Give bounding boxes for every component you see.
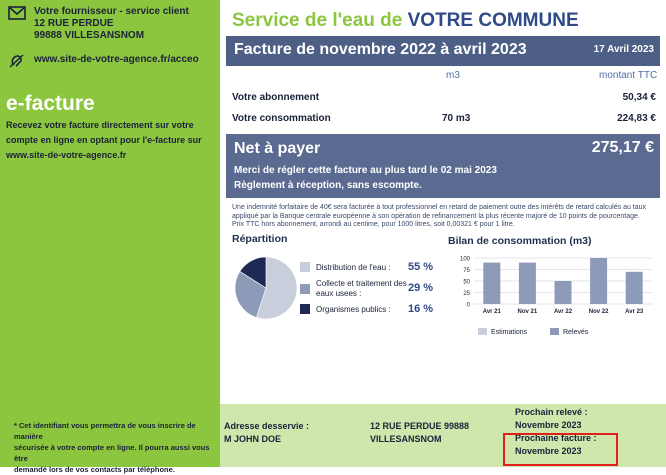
next-schedule: Prochain relevé : Novembre 2023 Prochain… [515,406,597,458]
efacture-line: compte en ligne en optant pour l'e-factu… [6,135,202,145]
website-row: www.site-de-votre-agence.fr/acceo [8,54,199,68]
efacture-text: Recevez votre facture directement sur vo… [6,118,214,163]
y-tick-label: 75 [463,268,470,274]
repartition-title: Répartition [232,233,288,245]
repartition-item: Distribution de l'eau : [300,262,390,272]
address-line: VILLESANSNOM [370,434,442,444]
y-tick-label: 50 [463,280,470,286]
next-invoice-highlight-box [503,433,618,466]
contact-block: Votre fournisseur - service client 12 RU… [8,6,189,42]
y-tick-label: 0 [467,303,471,309]
net-label: Net à payer [234,140,321,157]
consumption-chart-title: Bilan de consommation (m3) [448,235,592,247]
efacture-title: e-facture [6,92,95,115]
repartition-pct: 16 % [408,303,434,315]
y-tick-label: 100 [460,257,471,263]
service-prefix: Service de l'eau de [232,10,408,31]
legal-notice: Une indemnité forfaitaire de 40€ sera fa… [232,204,658,230]
repartition-label: Distribution de l'eau : [316,262,391,272]
service-title: Service de l'eau de VOTRE COMMUNE [232,10,579,32]
row-label: Votre abonnement [232,92,320,103]
x-tick-label: Avr 22 [554,309,573,315]
repartition-pct: 29 % [408,282,434,294]
bottom-info-band: Adresse desservie : M JOHN DOE 12 RUE PE… [220,404,666,467]
service-commune: VOTRE COMMUNE [407,10,579,31]
efacture-line: Recevez votre facture directement sur vo… [6,120,194,130]
invoice-title: Facture de novembre 2022 à avril 2023 [234,41,527,58]
next-reading-label: Prochain relevé : [515,407,588,417]
repartition-label: eaux usees : [316,289,362,298]
bar [554,281,572,304]
address-line: 12 RUE PERDUE 99888 [370,421,470,431]
x-tick-label: Avr 23 [625,309,644,315]
pie-slice [234,270,267,318]
footnote-line: sécurisée à votre compte en ligne. Il po… [14,443,210,463]
net-amount: 275,17 € [591,139,654,156]
legend-label: Relevés [563,329,589,336]
next-reading-value: Novembre 2023 [515,420,582,430]
contact-city: 99888 VILLESANSNOM [34,30,145,41]
footnote-line: * Cet identifiant vous permettra de vous… [14,421,196,441]
legal-line: Une indemnité forfaitaire de 40€ sera fa… [232,204,647,211]
website-link[interactable]: www.site-de-votre-agence.fr/acceo [34,54,199,65]
pie-slice [239,256,267,289]
x-tick-label: Avr 21 [483,309,502,315]
bar [518,262,536,304]
service-address-lines: 12 RUE PERDUE 99888 VILLESANSNOM [370,420,469,446]
repartition-label: Collecte et traitement des [316,279,407,288]
legend-swatch [300,304,310,314]
x-tick-label: Nov 22 [589,309,609,315]
row-label: Votre consommation [232,113,331,124]
repartition-pct: 55 % [408,261,434,273]
legal-line: appliqué par la Banque centrale européen… [232,212,640,220]
invoice-date: 17 Avril 2023 [593,44,654,55]
legend-swatch [478,328,487,335]
contact-street: 12 RUE PERDUE [34,18,114,29]
customer-name: M JOHN DOE [224,434,282,444]
bar [625,271,643,304]
left-panel: Votre fournisseur - service client 12 RU… [0,0,220,474]
legend-swatch [300,284,310,294]
legend-label: Estimations [491,329,528,336]
table-row: Votre consommation 70 m3 224,83 € [232,113,656,127]
row-volume: 70 m3 [442,113,471,124]
y-tick-label: 25 [463,291,470,297]
service-address: Adresse desservie : M JOHN DOE [224,420,309,446]
table-row: Votre abonnement 50,34 € [232,92,656,106]
row-amount: 50,34 € [622,92,656,103]
legal-line: Prix TTC hors abonnement, arrondi au cen… [232,221,515,228]
next-invoice-value: Novembre 2023 [515,446,582,456]
repartition-label: Organismes publics : [316,304,391,314]
legend-swatch [550,328,559,335]
net-to-pay-box: Net à payer 275,17 € Merci de régler cet… [226,134,660,198]
payment-terms: Règlement à réception, sans escompte. [234,180,422,191]
contact-title: Votre fournisseur - service client [34,6,189,17]
address-label: Adresse desservie : [224,421,310,431]
repartition-pie-chart [234,256,298,320]
due-date-message: Merci de régler cette facture au plus ta… [234,165,497,176]
bar [483,262,501,304]
hearing-assist-icon [9,54,24,68]
invoice-header: Facture de novembre 2022 à avril 2023 17… [226,36,660,66]
col-amount-header: montant TTC [599,70,658,81]
repartition-item: Organismes publics : [300,304,391,314]
consumption-bar-chart: 0 25 50 75 100 Avr 21 Nov 21 Avr 22 Nov 22 Avr 23… [460,257,652,336]
x-tick-label: Nov 21 [518,309,538,315]
bar [590,258,608,304]
efacture-link[interactable]: www.site-de-votre-agence.fr [6,150,127,160]
repartition-item: Collecte et traitement des eaux usees : [300,279,407,299]
footnote-line: demandé lors de vos contacts par télépho… [14,465,175,474]
pie-slice [256,256,298,320]
next-invoice-label: Prochaine facture : [515,433,597,443]
envelope-icon [8,6,26,20]
legend-swatch [300,262,310,272]
col-volume-header: m3 [446,70,460,81]
row-amount: 224,83 € [617,113,656,124]
